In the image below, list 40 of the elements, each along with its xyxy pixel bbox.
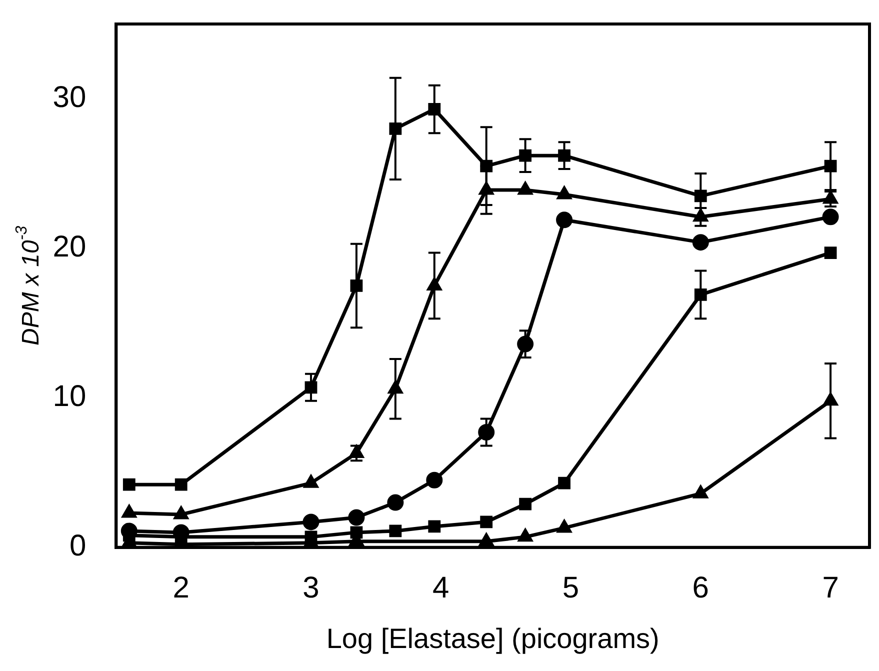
point [558,476,570,490]
point [480,160,493,172]
point [428,520,441,533]
point [556,212,573,228]
point [428,103,441,116]
point [822,208,839,226]
x-tick-label: 7 [822,572,839,605]
y-tick-label: 10 [52,380,86,414]
point [824,160,837,172]
point [694,190,707,202]
y-tick-label: 0 [69,530,86,563]
point [692,234,709,251]
x-tick-label: 6 [692,572,709,605]
point [519,149,532,162]
point [122,478,136,491]
y-tick-label: 20 [52,230,86,264]
point [824,246,837,259]
point [304,381,318,394]
point [558,149,570,162]
point [350,526,363,539]
y-axis-title: DPM x 10-3 [13,226,45,346]
point [174,478,188,491]
x-tick-label: 4 [432,572,450,605]
point [426,472,443,488]
y-tick-label: 30 [52,81,86,114]
point [478,424,495,440]
point [302,514,320,530]
point [387,494,404,511]
point [350,280,363,292]
x-tick-label: 5 [562,572,580,605]
point [389,122,402,135]
x-tick-label: 2 [172,572,190,605]
point [480,516,493,528]
point [694,288,707,301]
x-axis-title: Log [Elastase] (picograms) [326,622,660,654]
point [348,509,365,526]
point [517,336,534,352]
point [389,524,402,538]
point [519,498,532,510]
x-tick-label: 3 [302,572,320,605]
